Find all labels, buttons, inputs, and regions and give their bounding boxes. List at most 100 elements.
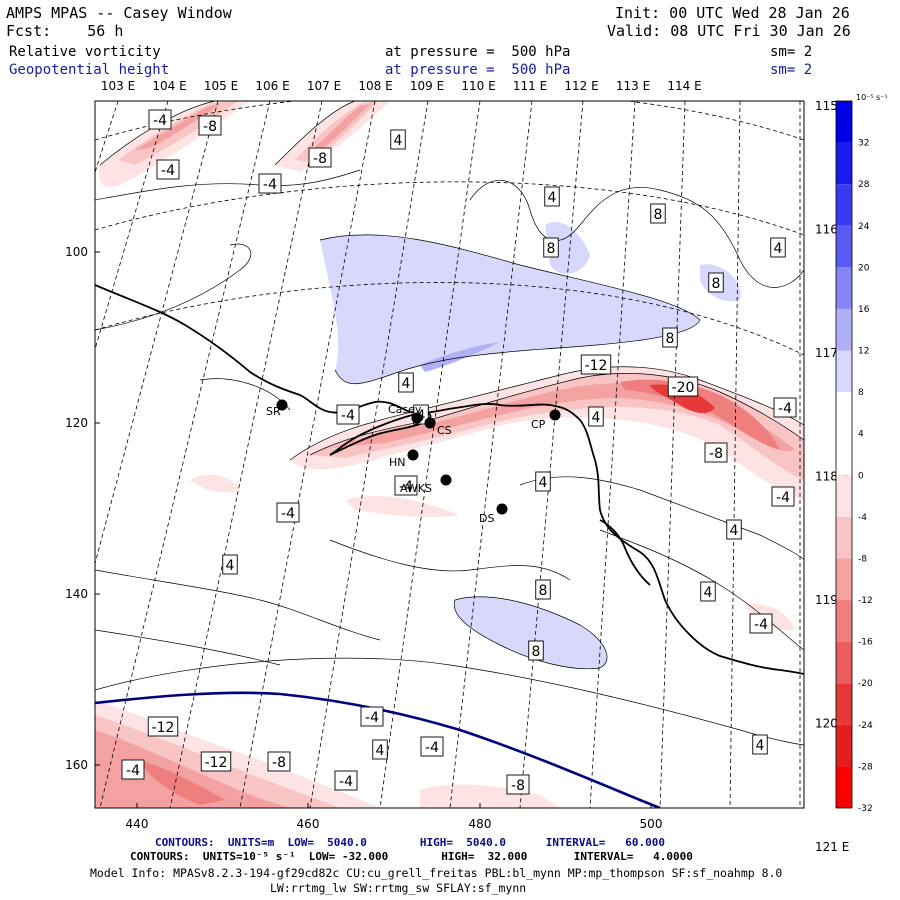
svg-text:-4: -4 — [341, 408, 355, 424]
contour-label: -4 — [420, 736, 444, 757]
x-tick-label: 440 — [126, 817, 149, 831]
svg-text:4: 4 — [756, 738, 765, 754]
svg-text:4: 4 — [539, 475, 548, 491]
svg-text:-4: -4 — [263, 177, 277, 193]
top-lon-label: 110 E — [461, 79, 495, 93]
top-lon-label: 109 E — [410, 79, 444, 93]
field1-name: Relative vorticity — [9, 44, 161, 60]
svg-text:4: 4 — [548, 190, 557, 206]
svg-text:-4: -4 — [161, 163, 175, 179]
top-lon-label: 108 E — [358, 79, 392, 93]
colorbar-swatch — [836, 683, 852, 725]
height-contour-info: CONTOURS: UNITS=m LOW= 5040.0 HIGH= 5040… — [155, 836, 665, 849]
init-time: Init: 00 UTC Wed 28 Jan 26 — [615, 4, 850, 22]
contour-label: -4 — [771, 486, 795, 507]
svg-text:8: 8 — [666, 331, 675, 347]
svg-text:-8: -8 — [511, 778, 525, 794]
svg-text:8: 8 — [539, 583, 548, 599]
contour-label: 4 — [398, 372, 414, 393]
vort-pos-lower — [454, 596, 608, 669]
top-lon-label: 111 E — [513, 79, 547, 93]
contour-label: -4 — [334, 770, 358, 791]
x-tick-label: 480 — [469, 817, 492, 831]
svg-text:-4: -4 — [365, 710, 379, 726]
field1-level: at pressure = 500 hPa — [385, 44, 571, 60]
colorbar-label: 24 — [858, 222, 870, 232]
svg-text:8: 8 — [547, 241, 556, 257]
svg-text:-8: -8 — [313, 151, 327, 167]
svg-text:CS: CS — [437, 424, 452, 437]
contour-label: 4 — [770, 237, 786, 258]
model-info: Model Info: MPASv8.2.3-194-gf29cd82c CU:… — [90, 866, 783, 880]
svg-text:-4: -4 — [126, 763, 140, 779]
top-lon-label: 114 E — [667, 79, 701, 93]
station-cp: CP — [531, 409, 561, 431]
vorticity-contour-info: CONTOURS: UNITS=10⁻⁵ s⁻¹ LOW= -32.000 HI… — [130, 850, 693, 863]
model-title: AMPS MPAS -- Casey Window — [6, 4, 232, 22]
field2-name: Geopotential height — [9, 62, 170, 78]
svg-text:-4: -4 — [754, 617, 768, 633]
contour-label: -4 — [156, 159, 180, 180]
colorbar-label: -4 — [858, 513, 867, 523]
svg-text:-8: -8 — [272, 755, 286, 771]
contour-label: -8 — [198, 115, 222, 136]
contour-label: -12 — [200, 751, 232, 772]
svg-text:8: 8 — [712, 276, 721, 292]
contour-label: -8 — [308, 147, 332, 168]
y-tick-label: 160 — [65, 758, 88, 772]
contour-label: -8 — [506, 774, 530, 795]
svg-text:4: 4 — [704, 585, 713, 601]
top-lon-label: 103 E — [101, 79, 135, 93]
station-awks: AWKS — [400, 474, 452, 495]
svg-text:-4: -4 — [153, 113, 167, 129]
contour-label: -4 — [394, 475, 418, 496]
colorbar-swatch — [836, 558, 852, 601]
y-tick-label: 100 — [65, 245, 88, 259]
colorbar-label: -24 — [858, 721, 873, 731]
top-lon-label: 105 E — [204, 79, 238, 93]
valid-time: Valid: 08 UTC Fri 30 Jan 26 — [607, 22, 851, 40]
colorbar-label: 4 — [858, 430, 864, 440]
vort-pos-band — [320, 234, 700, 384]
colorbar-swatch — [836, 433, 852, 476]
svg-text:-4: -4 — [778, 401, 792, 417]
colorbar-swatch — [836, 766, 852, 808]
colorbar-swatch — [836, 350, 852, 393]
contour-label: 4 — [752, 734, 768, 755]
svg-text:-4: -4 — [425, 740, 439, 756]
colorbar-swatch — [836, 600, 852, 642]
contour-label: 8 — [662, 327, 678, 348]
contour-label: 8 — [708, 272, 724, 293]
stations: SR Casey CS CP HN AWKS DS — [266, 399, 561, 525]
field2-smoothing: sm= 2 — [770, 62, 813, 78]
svg-text:-8: -8 — [203, 119, 217, 135]
colorbar-label: 20 — [858, 263, 870, 273]
colorbar-swatch — [836, 641, 852, 684]
contour-label: -8 — [267, 751, 291, 772]
contour-label: -4 — [121, 759, 145, 780]
contour-labels: -4 -8 -4 -8 4 -4 8 8 8 4 4 8 4 -12 -20 -4 4 -4 4 -4 4 -8 -4 -4 4… — [121, 109, 797, 795]
colorbar-swatch — [836, 267, 852, 309]
colorbar-swatch — [836, 225, 852, 268]
svg-text:4: 4 — [592, 410, 601, 426]
svg-text:-20: -20 — [672, 380, 695, 396]
svg-text:4: 4 — [394, 133, 403, 149]
top-lon-label: 106 E — [255, 79, 289, 93]
contour-label: -12 — [147, 716, 179, 737]
x-tick-label: 500 — [640, 817, 663, 831]
contour-label: 8 — [650, 203, 666, 224]
svg-text:-4: -4 — [281, 506, 295, 522]
contour-label: 4 — [390, 129, 406, 150]
colorbar-swatch — [836, 724, 852, 767]
svg-text:-12: -12 — [152, 720, 175, 736]
top-lon-label: 104 E — [152, 79, 186, 93]
colorbar-units: 10⁻⁵ s⁻¹ — [856, 93, 888, 102]
colorbar: 32 28 24 20 16 12 8 4 0 -4 -8 -12 -16 -20 -24 -28 -32 10⁻… — [835, 93, 888, 814]
contour-label: 8 — [535, 579, 551, 600]
contour-label: -4 — [360, 706, 384, 727]
svg-text:SR: SR — [266, 405, 281, 418]
top-lon-label: 107 E — [307, 79, 341, 93]
svg-text:-12: -12 — [205, 755, 228, 771]
contour-label: 4 — [372, 739, 388, 760]
coastline — [95, 284, 804, 675]
